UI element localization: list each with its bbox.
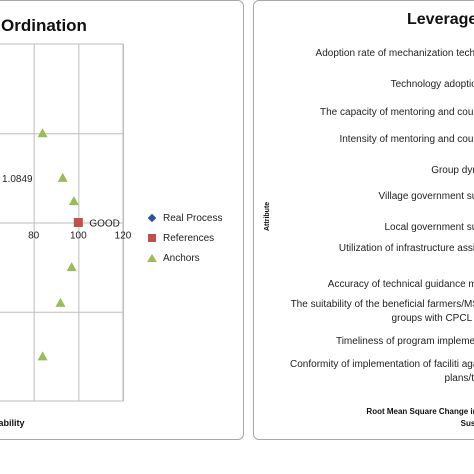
leverage-panel: Leverage Attribute Adoption rate of mech… <box>253 0 474 440</box>
attribute-label: Adoption rate of mechanization technolo <box>315 48 474 59</box>
attribute-label: Technology adoption ra <box>390 79 474 90</box>
x-axis-title-line2: Sustaina <box>460 419 474 428</box>
legend-item-real-process: Real Process <box>145 208 222 228</box>
legend-item-references: References <box>145 228 222 248</box>
legend-label: Anchors <box>163 252 200 264</box>
x-axis-title: nability <box>0 418 25 428</box>
real-process-label: 1.0849 <box>2 174 33 185</box>
reference-point <box>73 218 83 227</box>
reference-label: GOOD <box>89 219 120 230</box>
attribute-label: Accuracy of technical guidance mater <box>327 279 474 290</box>
attribute-label: Local government suppo <box>384 222 474 233</box>
anchor-point <box>37 351 48 361</box>
ordination-title: Ordination <box>1 16 87 35</box>
x-tick-label: 100 <box>70 231 87 242</box>
attribute-label: Village government suppo <box>378 191 474 202</box>
x-tick-label: 80 <box>28 231 40 242</box>
anchor-point <box>57 172 68 182</box>
x-axis-title: Root Mean Square Change in Ord Sustaina <box>294 406 474 430</box>
plot-area-border <box>0 43 124 402</box>
legend: Real Process References Anchors <box>145 208 222 268</box>
attribute-label: The suitability of the beneficial farmer… <box>290 299 474 324</box>
attribute-label: The capacity of mentoring and counseli <box>320 107 474 118</box>
leverage-title: Leverage <box>407 11 474 28</box>
legend-item-anchors: Anchors <box>145 248 222 268</box>
square-marker-icon <box>148 234 156 242</box>
anchor-point <box>68 196 79 206</box>
attribute-label: Group dynami <box>431 165 474 176</box>
legend-label: References <box>163 232 215 244</box>
x-axis-title-line1: Root Mean Square Change in Ord <box>366 407 474 416</box>
triangle-marker-icon <box>147 254 157 262</box>
attribute-label: Intensity of mentoring and counseli <box>339 134 474 145</box>
attribute-label: Utilization of infrastructure assistan <box>338 243 474 254</box>
attribute-label: Timeliness of program implementati <box>335 336 474 347</box>
attribute-list: Adoption rate of mechanization technolo … <box>254 1 474 439</box>
anchor-point <box>66 262 77 272</box>
x-tick-label: 120 <box>115 231 132 242</box>
attribute-label: Conformity of implementation of faciliti… <box>290 359 474 384</box>
ordination-panel: 80 100 120 GOOD 1.0849 Ordination Real Proce… <box>0 0 244 440</box>
anchor-point <box>55 297 66 307</box>
anchor-point <box>37 128 48 138</box>
diamond-marker-icon <box>147 213 157 223</box>
legend-label: Real Process <box>163 212 223 224</box>
